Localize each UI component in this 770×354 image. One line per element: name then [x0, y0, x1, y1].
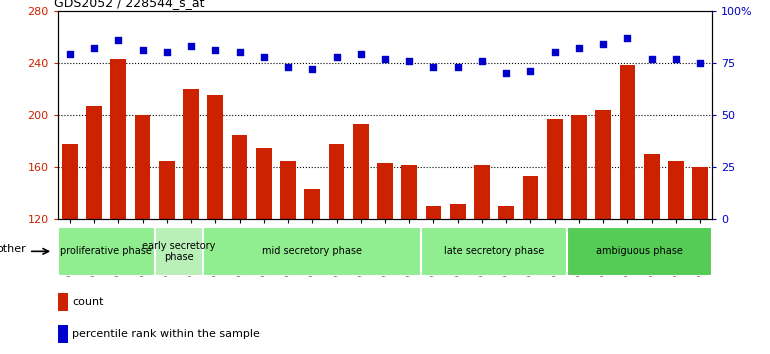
Point — [694, 60, 706, 66]
Point — [427, 64, 440, 70]
Point — [621, 35, 634, 41]
Point — [476, 58, 488, 64]
Bar — [426, 206, 441, 354]
Point — [548, 50, 561, 55]
Point — [645, 56, 658, 62]
Point — [597, 41, 609, 47]
Bar — [232, 135, 247, 354]
Point — [64, 52, 76, 57]
Bar — [595, 110, 611, 354]
Bar — [668, 161, 684, 354]
Point — [379, 56, 391, 62]
Point — [88, 45, 100, 51]
Point — [185, 43, 197, 49]
Text: percentile rank within the sample: percentile rank within the sample — [72, 329, 260, 339]
Bar — [571, 115, 587, 354]
Bar — [567, 227, 712, 276]
Bar — [207, 96, 223, 354]
Point — [112, 37, 125, 43]
Point — [233, 50, 246, 55]
Point — [403, 58, 415, 64]
Point — [670, 56, 682, 62]
Bar — [401, 165, 417, 354]
Bar — [450, 204, 466, 354]
Point — [355, 52, 367, 57]
Bar — [644, 154, 660, 354]
Bar — [304, 189, 320, 354]
Bar — [329, 144, 344, 354]
Bar — [620, 65, 635, 354]
Point — [136, 47, 149, 53]
Bar — [523, 176, 538, 354]
Point — [573, 45, 585, 51]
Bar — [692, 167, 708, 354]
Bar — [547, 119, 563, 354]
Point — [209, 47, 222, 53]
Bar — [58, 293, 68, 311]
Bar — [58, 325, 68, 343]
Point — [258, 54, 270, 59]
Point — [161, 50, 173, 55]
Bar — [280, 161, 296, 354]
Bar — [155, 227, 203, 276]
Text: early secretory
phase: early secretory phase — [142, 240, 216, 262]
Bar — [159, 161, 175, 354]
Bar — [377, 163, 393, 354]
Bar — [353, 124, 369, 354]
Point — [524, 68, 537, 74]
Text: GDS2052 / 228544_s_at: GDS2052 / 228544_s_at — [55, 0, 205, 10]
Text: ambiguous phase: ambiguous phase — [596, 246, 683, 256]
Bar — [183, 89, 199, 354]
Bar — [58, 227, 155, 276]
Text: late secretory phase: late secretory phase — [444, 246, 544, 256]
Point — [451, 64, 464, 70]
Text: other: other — [0, 244, 26, 254]
Text: mid secretory phase: mid secretory phase — [263, 246, 362, 256]
Bar — [421, 227, 567, 276]
Point — [500, 70, 512, 76]
Text: count: count — [72, 297, 104, 307]
Bar — [203, 227, 421, 276]
Bar — [474, 165, 490, 354]
Bar — [110, 59, 126, 354]
Bar — [86, 106, 102, 354]
Point — [282, 64, 294, 70]
Text: proliferative phase: proliferative phase — [60, 246, 152, 256]
Bar — [256, 148, 272, 354]
Point — [306, 66, 319, 72]
Point — [330, 54, 343, 59]
Bar — [135, 115, 150, 354]
Bar — [498, 206, 514, 354]
Bar — [62, 144, 78, 354]
